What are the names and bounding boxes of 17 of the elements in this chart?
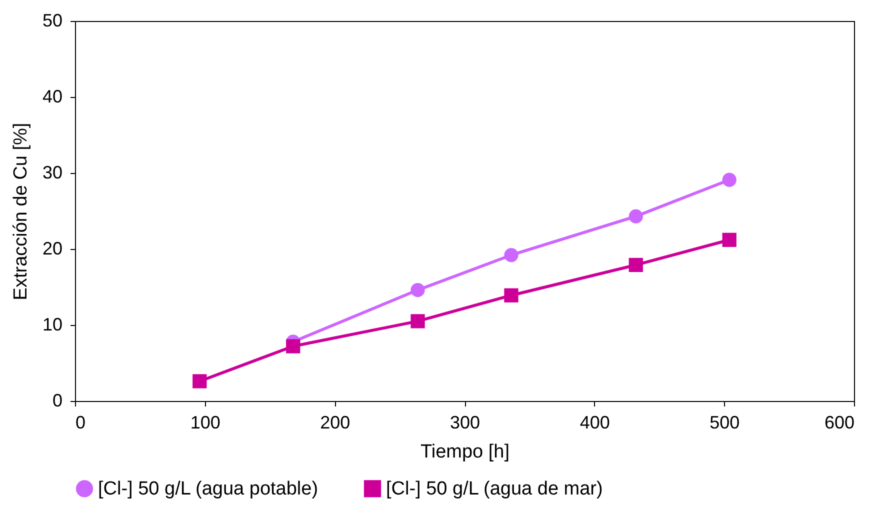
legend-label: [Cl-] 50 g/L (agua de mar) — [386, 478, 603, 500]
x-tick-label: 500 — [710, 412, 740, 432]
x-tick-label: 100 — [190, 412, 220, 432]
y-tick-label: 20 — [42, 238, 62, 258]
x-tick-label: 300 — [450, 412, 480, 432]
y-tick-label: 0 — [52, 390, 62, 410]
x-tick-label: 0 — [76, 412, 86, 432]
legend-label: [Cl-] 50 g/L (agua potable) — [98, 478, 318, 500]
x-tick-label: 600 — [824, 412, 854, 432]
y-tick-label: 10 — [42, 314, 62, 334]
y-tick-label: 30 — [42, 162, 62, 182]
x-axis-title: Tiempo [h] — [420, 442, 510, 462]
y-tick-label: 40 — [42, 86, 62, 106]
y-tick-label: 50 — [42, 10, 62, 30]
x-tick-label: 200 — [320, 412, 350, 432]
y-axis-title: Extracción de Cu [%] — [10, 122, 32, 300]
x-tick-label: 400 — [580, 412, 610, 432]
